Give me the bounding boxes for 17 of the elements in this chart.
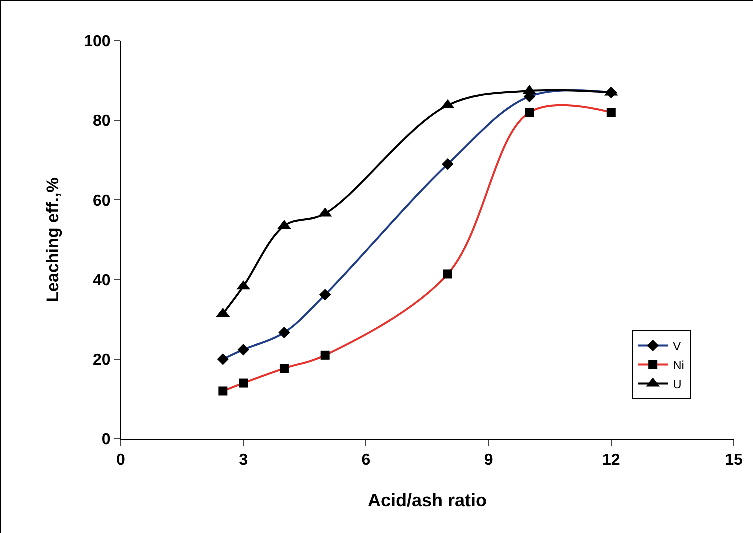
x-axis-title: Acid/ash ratio [368,490,488,510]
x-tick-label: 9 [484,452,494,470]
x-tick-label: 0 [116,452,126,470]
x-tick-label: 12 [602,452,620,470]
y-tick-label: 0 [102,432,111,449]
y-tick-label: 60 [93,192,111,210]
legend-label: U [673,377,682,392]
legend-label: V [673,339,682,354]
x-tick-label: 15 [725,452,743,470]
y-tick-label: 100 [84,34,111,51]
y-tick-label: 20 [93,352,111,369]
y-tick-label: 80 [93,113,111,130]
x-tick-label: 6 [362,452,371,470]
x-tick-label: 3 [239,452,248,470]
legend-label: Ni [673,358,684,372]
y-tick-label: 40 [93,272,111,290]
y-axis-title: Leaching eff.,% [44,178,63,302]
